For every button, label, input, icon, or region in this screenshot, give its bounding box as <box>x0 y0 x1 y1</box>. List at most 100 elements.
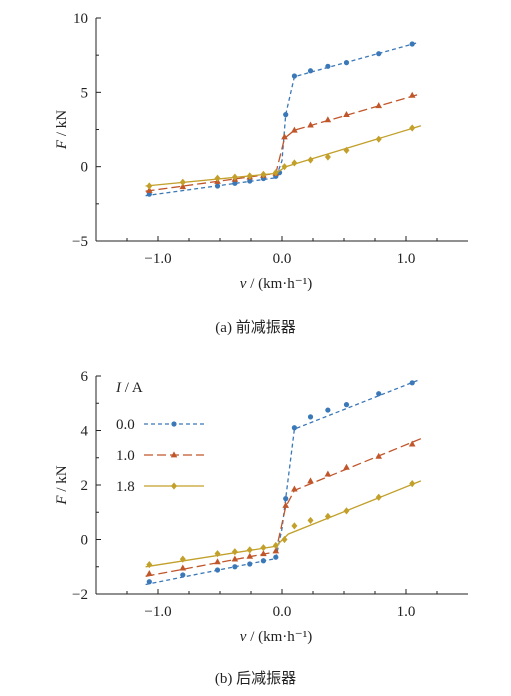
data-point <box>247 561 253 567</box>
data-point <box>246 172 253 180</box>
data-point <box>375 493 382 501</box>
data-point <box>376 51 382 57</box>
data-point <box>232 564 238 570</box>
data-point <box>409 124 416 132</box>
data-point <box>409 480 416 488</box>
y-tick-label: −2 <box>72 587 88 603</box>
data-point <box>231 555 239 562</box>
data-point <box>307 156 314 164</box>
data-point <box>291 425 297 431</box>
data-point <box>214 183 221 189</box>
data-point <box>282 501 290 508</box>
data-point <box>246 546 253 554</box>
data-point <box>214 174 221 182</box>
data-point <box>307 477 314 484</box>
series-line <box>145 438 422 577</box>
x-tick-label: 1.0 <box>397 604 416 620</box>
data-point <box>146 186 153 193</box>
series-line <box>145 125 422 187</box>
chart-front-damper: −5 0 5 10 −1.0 0.0 1.0 F / kN v / (km·h⁻¹) <box>54 11 468 292</box>
data-point <box>179 178 186 186</box>
data-point <box>343 402 350 408</box>
data-point <box>273 554 279 560</box>
data-point <box>283 112 289 118</box>
series-0-0 <box>145 379 419 586</box>
data-point <box>343 146 350 154</box>
chart-rear-damper: −2 0 2 4 6 −1.0 0.0 1.0 F / kN v / (km·h⁻¹) I / A 0… <box>54 369 468 645</box>
x-axis-label: v / (km·h⁻¹) <box>240 276 312 292</box>
y-axis-label: F / kN <box>54 465 70 505</box>
data-point <box>375 102 383 109</box>
legend-label: 0.0 <box>116 417 135 433</box>
data-point <box>272 547 280 554</box>
x-tick-label: 0.0 <box>273 251 292 267</box>
data-point <box>291 159 298 167</box>
data-point <box>325 63 331 69</box>
data-point <box>324 470 332 477</box>
data-point <box>307 516 314 525</box>
legend-swatch-marker <box>170 451 178 458</box>
data-point <box>343 60 350 66</box>
data-point <box>272 169 279 177</box>
data-point <box>325 407 331 413</box>
data-point <box>376 391 382 397</box>
y-tick-label: 0 <box>81 533 89 549</box>
data-point <box>179 555 186 563</box>
data-point <box>214 567 221 573</box>
x-axis-label: v / (km·h⁻¹) <box>240 629 312 645</box>
data-point <box>375 135 382 143</box>
caption-rear-damper: (b) 后减振器 <box>214 671 297 687</box>
series-line <box>145 93 422 192</box>
x-tick-label: 1.0 <box>397 251 416 267</box>
data-point <box>272 541 279 550</box>
data-point <box>291 522 298 530</box>
legend-label: 1.0 <box>116 448 135 464</box>
data-point <box>146 579 152 585</box>
series-line <box>145 480 422 568</box>
data-point <box>281 535 288 544</box>
data-point <box>409 380 415 386</box>
legend-swatch-marker <box>171 421 177 427</box>
data-point <box>232 180 238 186</box>
data-point <box>324 116 332 123</box>
series-1-0 <box>145 91 422 193</box>
series-1-8 <box>145 124 422 190</box>
data-point <box>375 452 383 459</box>
data-point <box>343 507 350 515</box>
data-point <box>281 133 288 140</box>
data-point <box>247 178 253 184</box>
y-tick-label: 4 <box>81 424 89 440</box>
legend-swatch-marker <box>171 482 177 490</box>
y-tick-label: −5 <box>72 234 88 250</box>
data-point <box>307 68 314 74</box>
y-tick-label: 10 <box>73 11 88 27</box>
legend: I / A 0.0 1.0 1.8 <box>115 380 204 495</box>
series-line <box>145 379 419 586</box>
data-point <box>408 440 416 447</box>
data-point <box>180 572 186 578</box>
data-point <box>179 183 187 190</box>
data-point <box>260 170 267 178</box>
data-point <box>343 463 350 470</box>
y-tick-label: 2 <box>81 478 89 494</box>
y-tick-label: 6 <box>81 369 89 385</box>
data-point <box>246 552 254 559</box>
y-axis-label: F / kN <box>54 110 70 150</box>
y-tick-label: 5 <box>81 85 89 101</box>
data-point <box>291 126 298 133</box>
data-point <box>260 544 267 552</box>
data-point <box>260 550 267 557</box>
data-point <box>291 73 297 79</box>
data-point <box>214 558 221 565</box>
data-point <box>146 560 153 569</box>
data-point <box>409 41 415 47</box>
data-point <box>343 111 350 118</box>
caption-front-damper: (a) 前减振器 <box>215 320 296 336</box>
data-point <box>231 548 238 556</box>
data-point <box>291 485 298 492</box>
data-point <box>307 414 314 420</box>
data-point <box>324 153 331 161</box>
y-tick-label: 0 <box>81 160 89 176</box>
data-point <box>281 163 288 171</box>
data-point <box>307 121 314 128</box>
